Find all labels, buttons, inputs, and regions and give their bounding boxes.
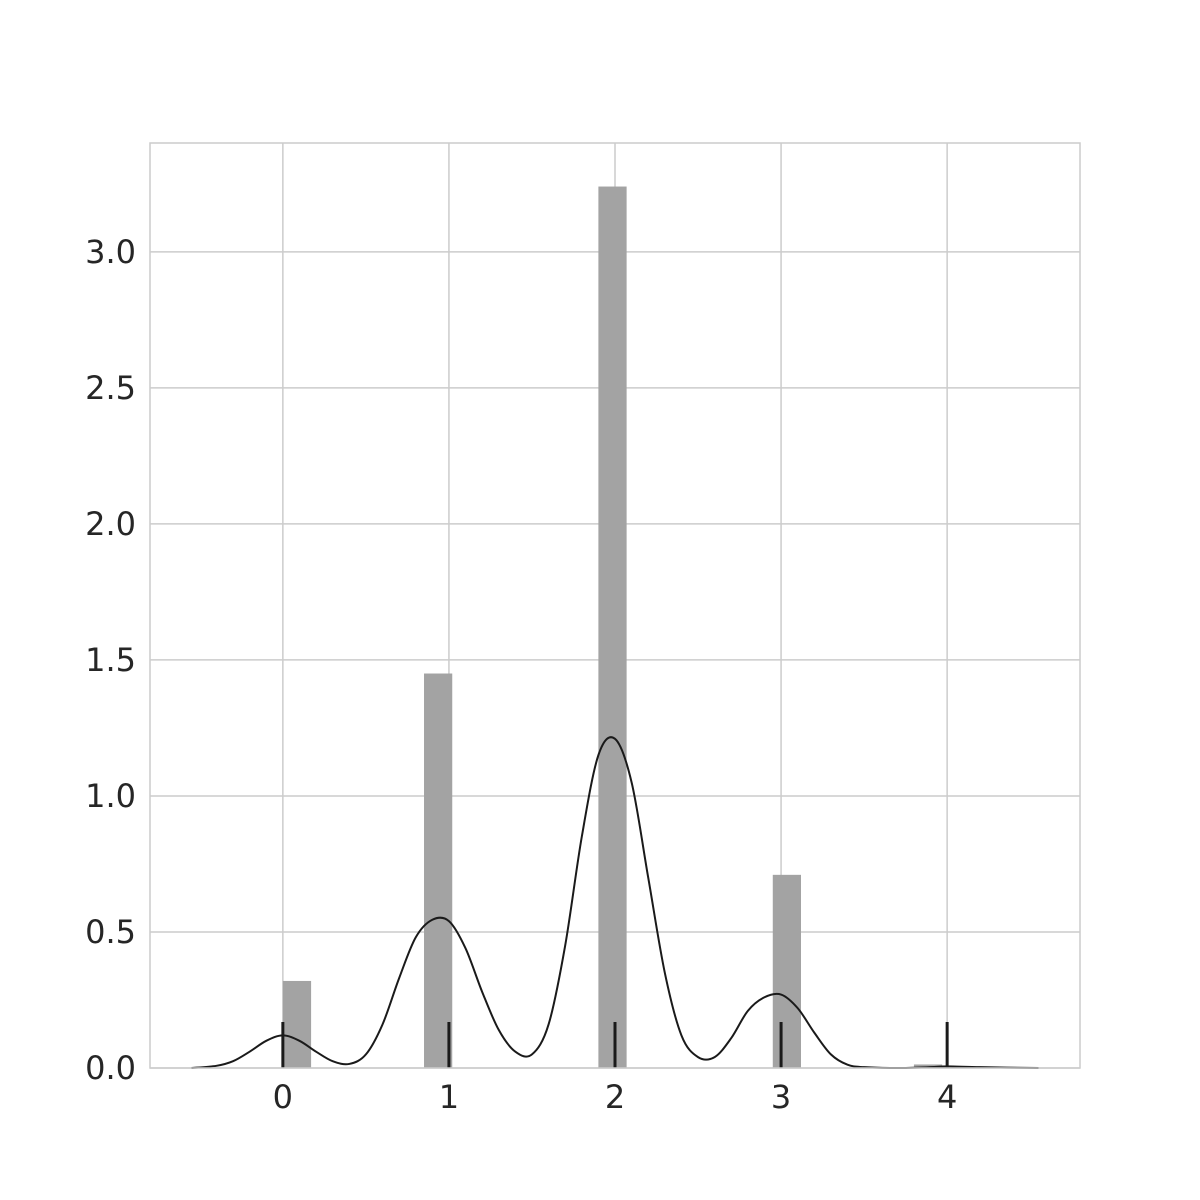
plot-frame: [149, 142, 1081, 1069]
x-tick-label-0: 0: [273, 1078, 293, 1116]
y-tick-label-1: 0.5: [85, 913, 136, 951]
histogram-bar-5: [424, 673, 453, 1068]
y-axis-tick-labels: 0.0 0.5 1.0 1.5 2.0 2.5 3.0: [85, 233, 136, 1087]
kde-curve-group: [191, 736, 1039, 1070]
kde-curve: [191, 736, 1039, 1070]
rug-marks: [281, 1022, 949, 1068]
x-tick-label-3: 3: [771, 1078, 791, 1116]
y-tick-label-3: 1.5: [85, 641, 136, 679]
y-tick-label-4: 2.0: [85, 505, 136, 543]
histogram-bar-11: [598, 186, 627, 1068]
histogram-bar-22: [913, 1064, 943, 1068]
histogram-bars: [282, 186, 943, 1068]
histogram-bar-0: [282, 980, 312, 1068]
y-tick-label-5: 2.5: [85, 369, 136, 407]
histogram-bar-17: [772, 874, 801, 1068]
x-tick-label-1: 1: [439, 1078, 459, 1116]
y-tick-label-2: 1.0: [85, 777, 136, 815]
y-tick-label-6: 3.0: [85, 233, 136, 271]
y-tick-label-0: 0.0: [85, 1049, 136, 1087]
x-axis-tick-labels: 0 1 2 3 4: [273, 1078, 958, 1116]
x-tick-label-4: 4: [937, 1078, 957, 1116]
x-tick-label-2: 2: [605, 1078, 625, 1116]
